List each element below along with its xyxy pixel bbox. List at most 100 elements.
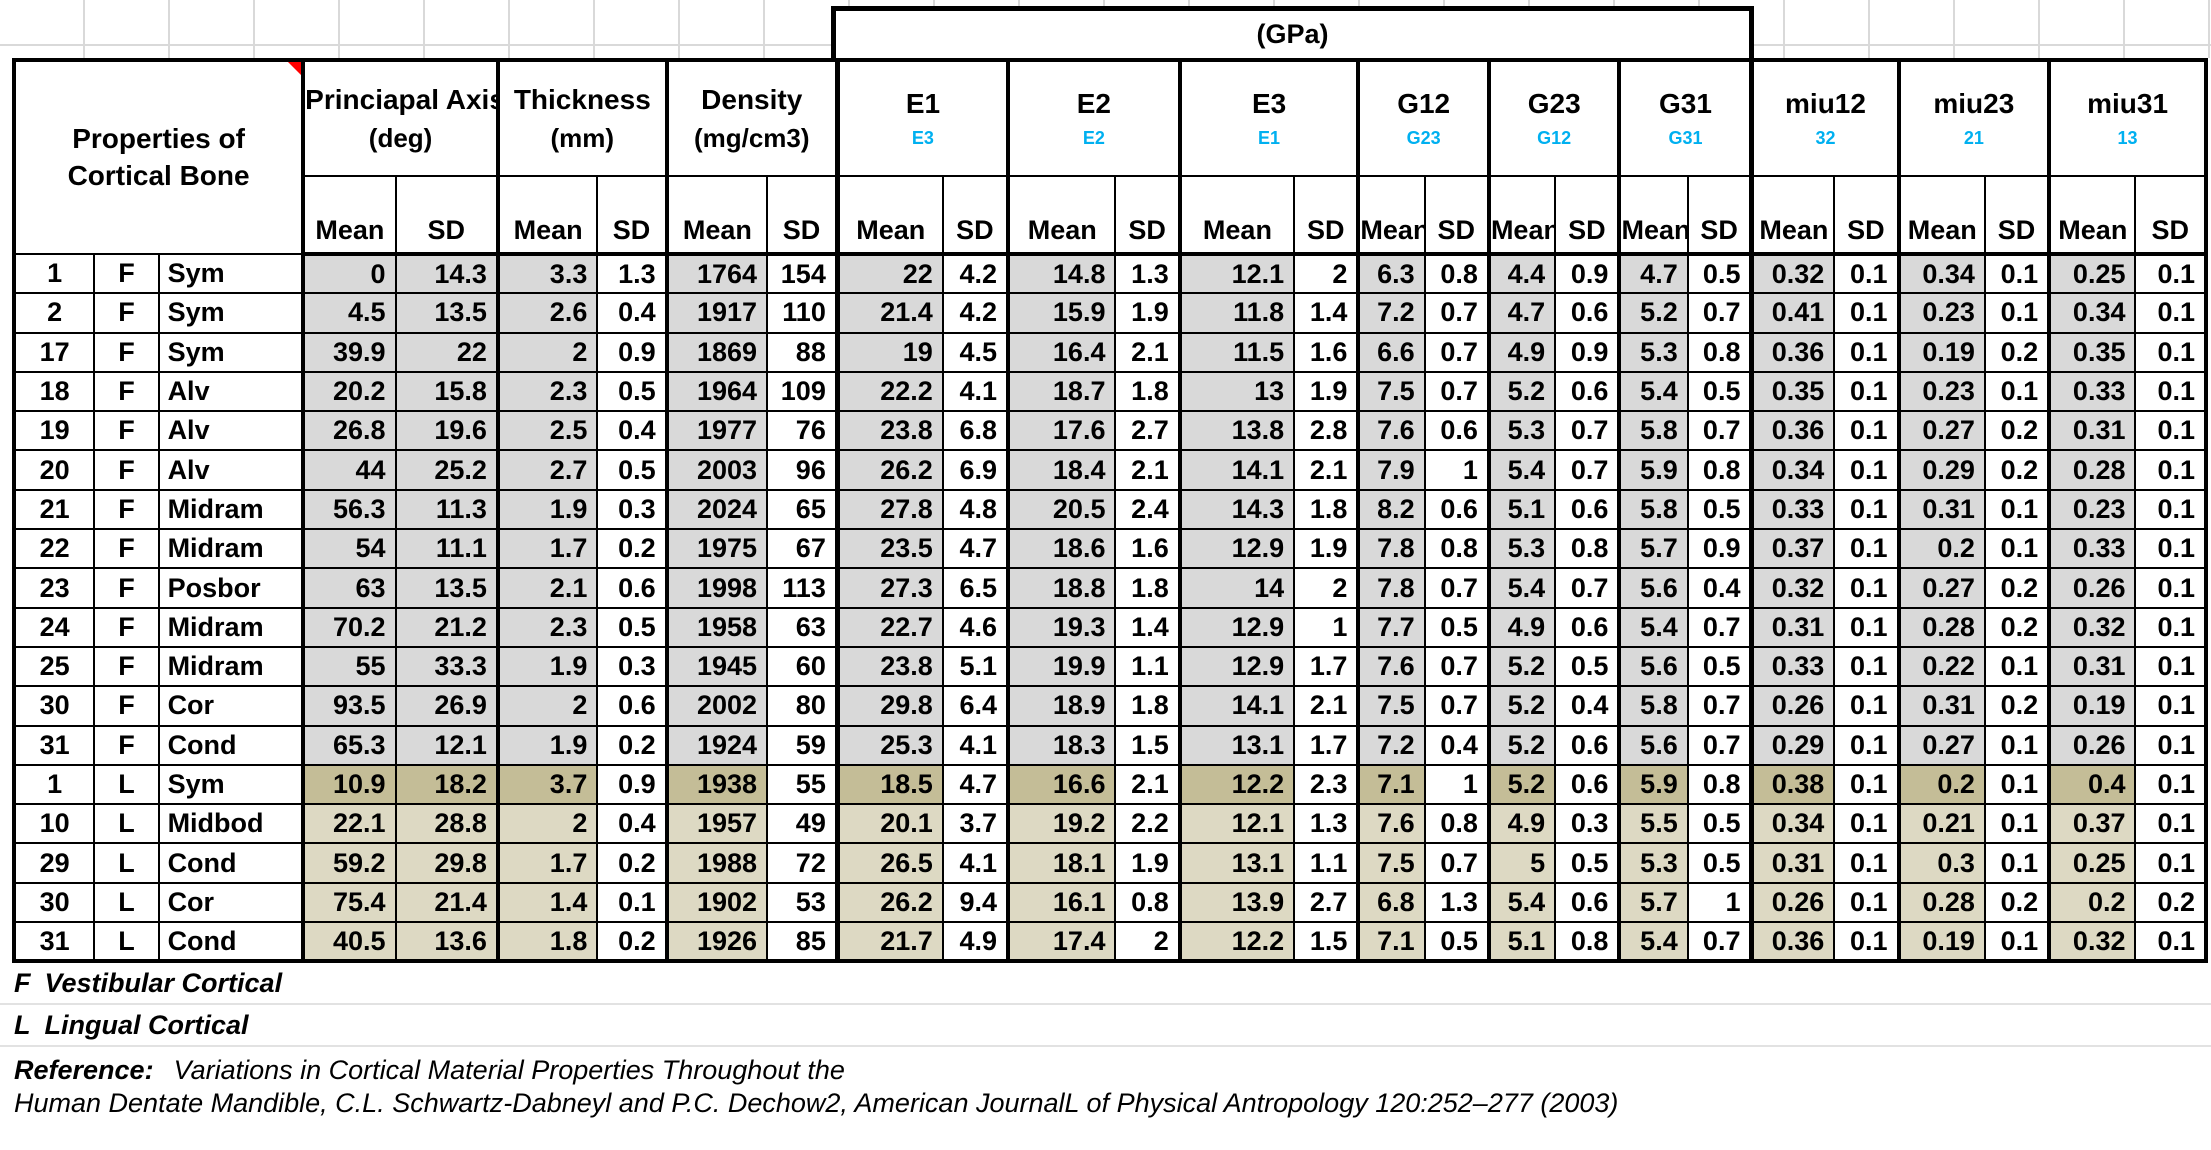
cell-e2-mean[interactable]: 17.4: [1006, 921, 1117, 963]
cell-pa-mean[interactable]: 56.3: [301, 488, 397, 531]
side-cell[interactable]: F: [93, 449, 160, 491]
cell-miu23-sd[interactable]: 0.1: [1983, 645, 2051, 688]
cell-e3-mean[interactable]: 14: [1177, 567, 1296, 609]
cell-miu12-sd[interactable]: 0.1: [1833, 252, 1900, 295]
cell-dens-sd[interactable]: 55: [766, 763, 839, 806]
cell-thk-mean[interactable]: 2.3: [495, 606, 599, 648]
row-id-cell[interactable]: 10: [12, 803, 96, 845]
cell-g23-mean[interactable]: 5.4: [1486, 449, 1557, 491]
cell-dens-mean[interactable]: 1917: [664, 292, 769, 334]
column-group-header-density[interactable]: Density (mg/cm3): [664, 59, 839, 177]
cell-pa-mean[interactable]: 59.2: [301, 842, 397, 884]
region-cell[interactable]: Midram: [157, 645, 305, 688]
cell-e1-sd[interactable]: 4.9: [941, 921, 1010, 963]
region-cell[interactable]: Midbod: [157, 803, 305, 845]
row-id-cell[interactable]: 19: [12, 410, 96, 452]
cell-miu31-sd[interactable]: 0.1: [2134, 252, 2207, 295]
cell-miu12-sd[interactable]: 0.1: [1833, 724, 1900, 766]
cell-dens-sd[interactable]: 85: [766, 921, 839, 963]
cell-g12-sd[interactable]: 1: [1423, 763, 1490, 806]
cell-g31-sd[interactable]: 0.5: [1686, 488, 1753, 531]
cell-miu23-sd[interactable]: 0.1: [1983, 528, 2051, 570]
row-id-cell[interactable]: 31: [12, 921, 96, 963]
cell-g12-sd[interactable]: 0.7: [1423, 645, 1490, 688]
cell-e1-sd[interactable]: 4.2: [941, 252, 1010, 295]
cell-thk-mean[interactable]: 2.5: [495, 410, 599, 452]
cell-miu12-mean[interactable]: 0.34: [1749, 803, 1836, 845]
cell-e1-mean[interactable]: 23.8: [834, 410, 944, 452]
cell-miu23-sd[interactable]: 0.1: [1983, 292, 2051, 334]
cell-pa-sd[interactable]: 18.2: [394, 763, 499, 806]
cell-miu31-mean[interactable]: 0.37: [2047, 803, 2137, 845]
mean-header-miu23[interactable]: Mean: [1896, 175, 1986, 256]
cell-e2-sd[interactable]: 1.5: [1114, 724, 1181, 766]
cell-g12-sd[interactable]: 0.8: [1423, 528, 1490, 570]
cell-g12-mean[interactable]: 7.5: [1356, 685, 1426, 727]
cell-miu31-mean[interactable]: 0.25: [2047, 842, 2137, 884]
cell-miu23-mean[interactable]: 0.23: [1896, 370, 1986, 413]
cell-thk-sd[interactable]: 0.6: [596, 685, 668, 727]
cell-miu23-mean[interactable]: 0.27: [1896, 724, 1986, 766]
cell-thk-sd[interactable]: 0.2: [596, 921, 668, 963]
row-id-cell[interactable]: 2: [12, 292, 96, 334]
cell-g23-sd[interactable]: 0.7: [1554, 567, 1621, 609]
cell-g12-mean[interactable]: 7.1: [1356, 921, 1426, 963]
cell-miu23-sd[interactable]: 0.1: [1983, 763, 2051, 806]
cell-e1-sd[interactable]: 6.8: [941, 410, 1010, 452]
side-cell[interactable]: F: [93, 528, 160, 570]
cell-thk-sd[interactable]: 0.3: [596, 645, 668, 688]
cell-e3-mean[interactable]: 12.1: [1177, 803, 1296, 845]
cell-e1-sd[interactable]: 4.1: [941, 370, 1010, 413]
cell-g23-sd[interactable]: 0.4: [1554, 685, 1621, 727]
cell-e3-mean[interactable]: 13.9: [1177, 881, 1296, 924]
cell-g12-mean[interactable]: 7.2: [1356, 292, 1426, 334]
reference-line-2[interactable]: Human Dentate Mandible, C.L. Schwartz-Da…: [0, 1087, 2211, 1119]
cell-e2-mean[interactable]: 16.4: [1006, 331, 1117, 373]
cell-g31-mean[interactable]: 5.5: [1617, 803, 1689, 845]
cell-miu23-mean[interactable]: 0.28: [1896, 606, 1986, 648]
cell-e1-sd[interactable]: 4.6: [941, 606, 1010, 648]
region-cell[interactable]: Cond: [157, 921, 305, 963]
cell-g12-mean[interactable]: 7.2: [1356, 724, 1426, 766]
cell-miu23-sd[interactable]: 0.1: [1983, 724, 2051, 766]
column-group-header-miu31[interactable]: miu31 13: [2047, 59, 2207, 177]
footnote-l-lingual[interactable]: L Lingual Cortical: [0, 1005, 2211, 1048]
cell-miu12-mean[interactable]: 0.31: [1749, 842, 1836, 884]
column-group-header-miu12[interactable]: miu12 32: [1749, 59, 1900, 177]
cell-miu23-sd[interactable]: 0.1: [1983, 252, 2051, 295]
cell-miu31-sd[interactable]: 0.1: [2134, 488, 2207, 531]
cell-pa-sd[interactable]: 13.5: [394, 292, 499, 334]
cell-pa-mean[interactable]: 4.5: [301, 292, 397, 334]
cell-g31-sd[interactable]: 0.7: [1686, 724, 1753, 766]
row-id-cell[interactable]: 18: [12, 370, 96, 413]
cell-e2-mean[interactable]: 15.9: [1006, 292, 1117, 334]
cell-g23-mean[interactable]: 4.9: [1486, 331, 1557, 373]
cell-miu23-sd[interactable]: 0.2: [1983, 449, 2051, 491]
cell-miu12-sd[interactable]: 0.1: [1833, 881, 1900, 924]
cell-e2-mean[interactable]: 14.8: [1006, 252, 1117, 295]
cell-miu12-mean[interactable]: 0.33: [1749, 645, 1836, 688]
cell-g31-sd[interactable]: 0.4: [1686, 567, 1753, 609]
cell-pa-sd[interactable]: 29.8: [394, 842, 499, 884]
cell-e3-sd[interactable]: 1.6: [1293, 331, 1360, 373]
cell-g31-mean[interactable]: 5.7: [1617, 881, 1689, 924]
cell-thk-mean[interactable]: 2: [495, 803, 599, 845]
cell-g23-sd[interactable]: 0.9: [1554, 331, 1621, 373]
cell-dens-sd[interactable]: 154: [766, 252, 839, 295]
cell-thk-sd[interactable]: 0.1: [596, 881, 668, 924]
cell-miu23-sd[interactable]: 0.2: [1983, 331, 2051, 373]
row-id-cell[interactable]: 1: [12, 763, 96, 806]
region-cell[interactable]: Cor: [157, 685, 305, 727]
cell-e2-sd[interactable]: 2.1: [1114, 449, 1181, 491]
cell-miu12-sd[interactable]: 0.1: [1833, 331, 1900, 373]
cell-thk-sd[interactable]: 0.3: [596, 488, 668, 531]
cell-g23-mean[interactable]: 4.9: [1486, 803, 1557, 845]
cell-e1-sd[interactable]: 9.4: [941, 881, 1010, 924]
side-cell[interactable]: F: [93, 252, 160, 295]
cell-miu12-mean[interactable]: 0.32: [1749, 252, 1836, 295]
cell-miu31-mean[interactable]: 0.26: [2047, 724, 2137, 766]
mean-header-e2[interactable]: Mean: [1006, 175, 1117, 256]
cell-e1-mean[interactable]: 22: [834, 252, 944, 295]
cell-e2-mean[interactable]: 18.8: [1006, 567, 1117, 609]
cell-thk-mean[interactable]: 2.1: [495, 567, 599, 609]
